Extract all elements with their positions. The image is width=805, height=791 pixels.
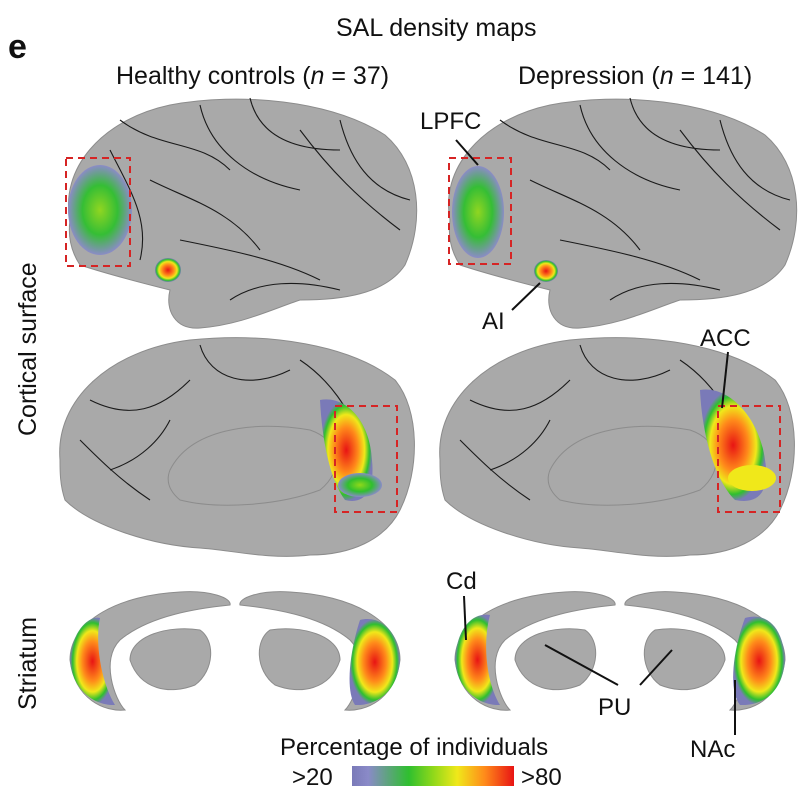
healthy-acc-box [334, 405, 398, 513]
pu-callout-line-right [639, 649, 673, 686]
depression-lpfc-box [448, 157, 512, 265]
ai-label: AI [482, 308, 505, 335]
lpfc-callout-line [455, 139, 479, 166]
depression-acc-box [717, 405, 781, 513]
ai-callout-line [511, 282, 541, 311]
panel-letter: e [8, 28, 27, 66]
figure-title: SAL density maps [336, 14, 537, 42]
healthy-controls-label: Healthy controls (n = 37) [116, 62, 390, 90]
colorbar-min-label: >20 [292, 764, 333, 791]
colorbar-title: Percentage of individuals [280, 734, 549, 761]
pu-callout-line-left [544, 644, 619, 686]
pu-label: PU [598, 694, 632, 721]
acc-label: ACC [700, 325, 751, 352]
healthy-lpfc-box [65, 157, 131, 267]
lpfc-label: LPFC [420, 108, 482, 135]
depression-medial-cortex [439, 337, 795, 557]
depression-striatum [454, 591, 786, 735]
cortical-surface-row-label: Cortical surface [14, 262, 42, 436]
nac-label: NAc [690, 736, 736, 763]
depression-label: Depression (n = 141) [518, 62, 753, 90]
healthy-striatum [69, 591, 401, 711]
depression-lateral-cortex [448, 97, 798, 329]
healthy-lateral-cortex [65, 97, 418, 329]
cd-callout-line [463, 595, 467, 641]
healthy-medial-cortex [59, 337, 415, 557]
acc-callout-line [721, 351, 729, 409]
striatum-row-label: Striatum [14, 616, 42, 710]
cd-label: Cd [446, 568, 477, 595]
colorbar [352, 766, 514, 786]
colorbar-max-label: >80 [521, 764, 562, 791]
